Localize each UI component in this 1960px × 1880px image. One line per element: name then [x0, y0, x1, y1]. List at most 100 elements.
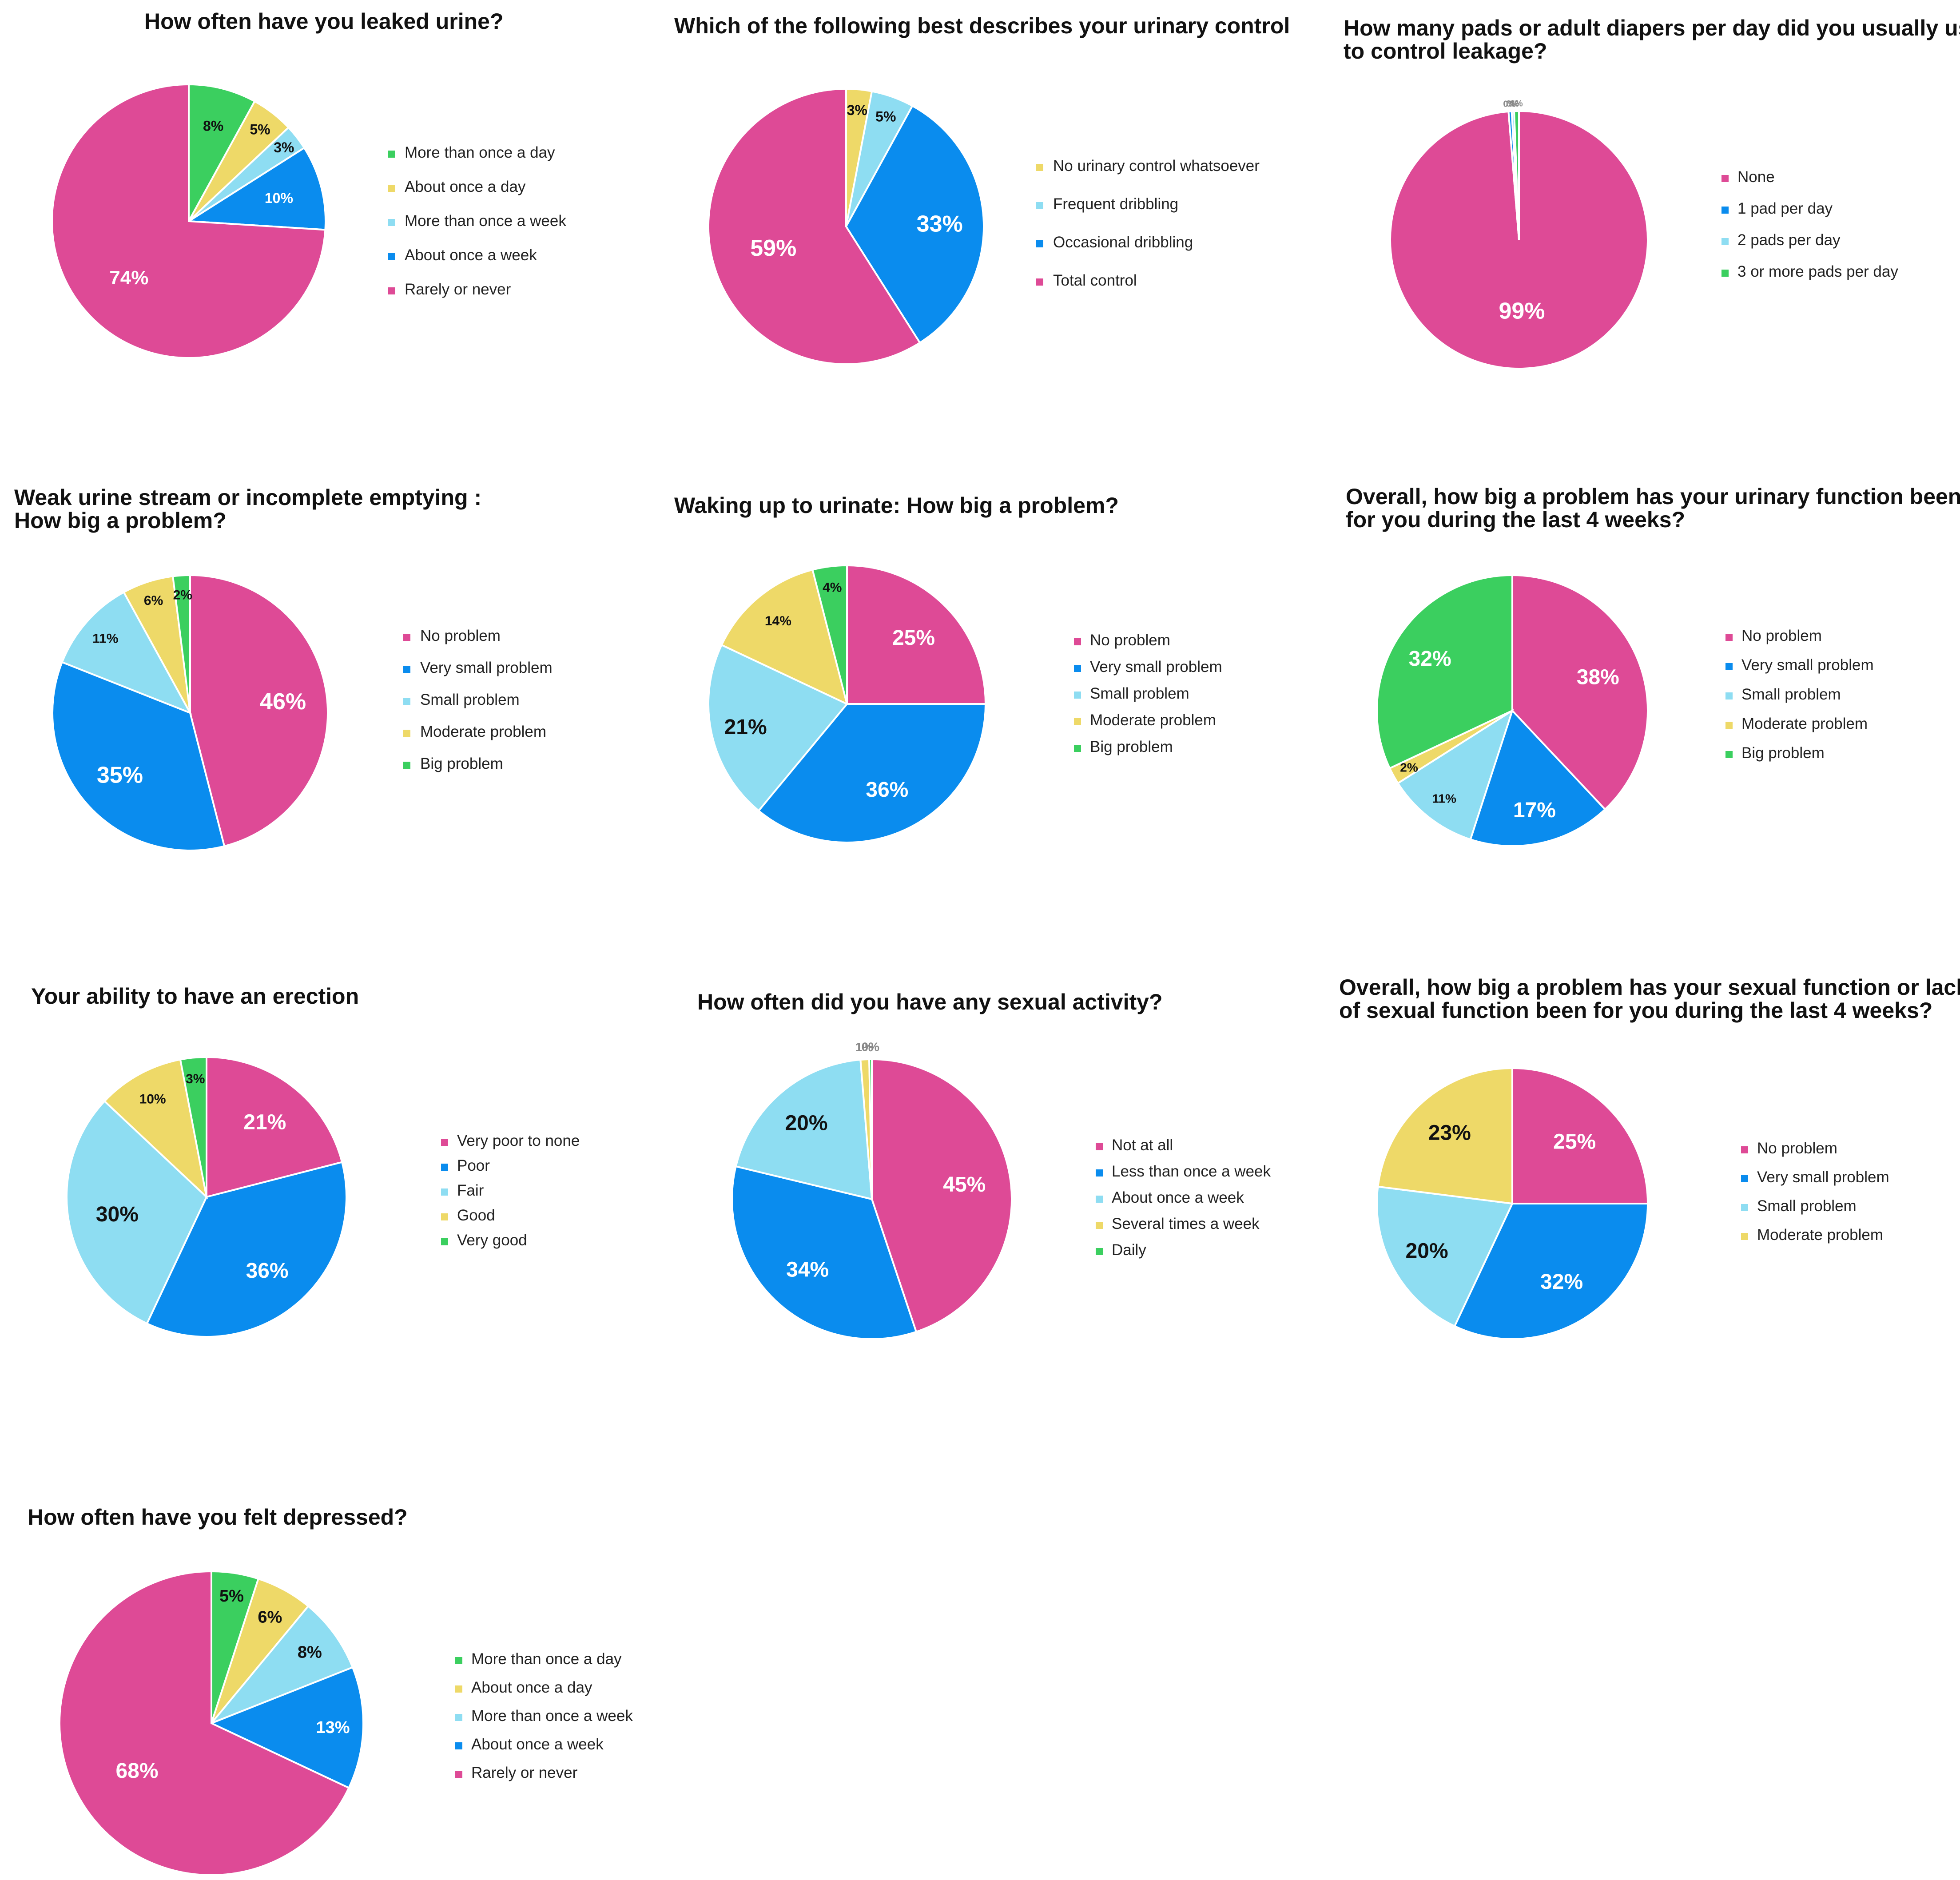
- legend-label: Small problem: [420, 691, 520, 708]
- pie-slice: [1511, 1067, 1649, 1204]
- pie-chart-8: How often did you have any sexual activi…: [697, 990, 1271, 1340]
- pie-slice: [1453, 1203, 1649, 1340]
- legend-label: More than once a week: [405, 212, 566, 230]
- legend-swatch: [1074, 718, 1081, 725]
- chart-title: Which of the following best describes yo…: [674, 13, 1290, 38]
- legend-label: About once a week: [405, 246, 537, 264]
- pie-chart-1: How often have you leaked urine? 8% 5%3% 10…: [51, 9, 566, 359]
- pie-chart-5: Waking up to urinate: How big a problem?…: [674, 493, 1222, 843]
- legend-swatch: [1721, 207, 1729, 214]
- legend-swatch: [1036, 164, 1043, 171]
- pie-slice: [708, 644, 849, 812]
- slice-label: 5%: [219, 1587, 244, 1606]
- legend-swatch: [1074, 692, 1081, 699]
- pie-slice: [189, 574, 329, 847]
- legend-swatch: [388, 219, 395, 226]
- slice-label: 2%: [173, 588, 192, 602]
- legend-label: Very small problem: [1757, 1169, 1889, 1186]
- legend-label: No problem: [420, 627, 501, 644]
- legend-swatch: [455, 1685, 462, 1693]
- legend-swatch: [1725, 663, 1733, 670]
- slice-label: 32%: [1409, 647, 1451, 671]
- legend-label: Very small problem: [1741, 656, 1874, 674]
- legend-swatch: [1725, 634, 1733, 641]
- pie-slice: [1469, 709, 1606, 847]
- pie-slice: [735, 1058, 873, 1200]
- legend-label: Total control: [1053, 272, 1137, 289]
- chart-title: Waking up to urinate: How big a problem?: [674, 493, 1119, 518]
- pie-chart-10: How often have you felt depressed? 5% 6% 8%…: [28, 1505, 633, 1876]
- slice-label: 0%: [1506, 99, 1519, 109]
- legend-swatch: [388, 287, 395, 294]
- legend-swatch: [1725, 722, 1733, 729]
- legend-label: No problem: [1741, 627, 1822, 644]
- legend-swatch: [1096, 1196, 1103, 1203]
- legend-label: About once a week: [1112, 1189, 1244, 1206]
- pie-chart-2: Which of the following best describes yo…: [674, 13, 1290, 365]
- legend-label: Very small problem: [1090, 658, 1222, 676]
- legend-swatch: [441, 1188, 448, 1196]
- pie-slice: [186, 147, 326, 231]
- slice-label: 17%: [1513, 799, 1556, 822]
- pie-slice: [731, 1165, 918, 1340]
- pie-slice: [811, 564, 848, 704]
- legend-label: Less than once a week: [1112, 1163, 1271, 1180]
- legend-swatch: [441, 1213, 448, 1220]
- slice-label: 46%: [260, 689, 306, 715]
- slice-label: 20%: [785, 1112, 827, 1135]
- slice-label: 10%: [265, 190, 293, 206]
- legend-swatch: [441, 1164, 448, 1171]
- legend-label: Not at all: [1112, 1137, 1173, 1154]
- pie-slice: [720, 568, 848, 706]
- slice-label: 36%: [246, 1259, 288, 1283]
- legend-swatch: [1036, 202, 1043, 209]
- legend-swatch: [1096, 1143, 1103, 1150]
- pie-slice: [1377, 1067, 1513, 1205]
- legend-label: About once a day: [405, 178, 526, 195]
- slice-label: 0%: [862, 1040, 880, 1054]
- chart-title: Overall, how big a problem has your urin…: [1346, 484, 1960, 509]
- chart-title: How big a problem?: [14, 508, 227, 533]
- legend-label: 1 pad per day: [1737, 200, 1833, 217]
- legend-swatch: [1036, 278, 1043, 286]
- slice-label: 5%: [875, 108, 896, 124]
- pie-slice: [211, 1605, 354, 1724]
- slice-label: 4%: [823, 580, 842, 595]
- legend-label: Poor: [457, 1157, 490, 1174]
- slice-label: 25%: [892, 626, 935, 650]
- legend-label: Small problem: [1757, 1197, 1857, 1215]
- legend-swatch: [455, 1657, 462, 1664]
- slice-label: 10%: [139, 1092, 166, 1107]
- pie-slice: [66, 1100, 208, 1325]
- legend-label: 2 pads per day: [1737, 231, 1841, 249]
- pie-slice: [1513, 110, 1520, 240]
- legend-label: Moderate problem: [1757, 1226, 1883, 1244]
- legend-swatch: [1725, 751, 1733, 758]
- legend-swatch: [441, 1238, 448, 1245]
- slice-label: 23%: [1428, 1121, 1471, 1145]
- legend-swatch: [388, 253, 395, 260]
- chart-title: How often did you have any sexual activi…: [697, 990, 1163, 1014]
- legend-swatch: [403, 762, 410, 769]
- legend-label: Good: [457, 1207, 495, 1224]
- slice-label: 33%: [917, 211, 963, 237]
- legend-label: Daily: [1112, 1241, 1146, 1259]
- legend-swatch: [441, 1139, 448, 1146]
- legend-swatch: [1741, 1146, 1748, 1153]
- pie-chart-9: Overall, how big a problem has your sexu…: [1339, 975, 1960, 1340]
- chart-title: of sexual function been for you during t…: [1339, 998, 1932, 1023]
- pie-chart-3: How many pads or adult diapers per day d…: [1344, 16, 1960, 370]
- slice-label: 1%: [855, 1040, 874, 1054]
- pie-slice: [1376, 1185, 1514, 1328]
- pie-slice: [871, 1058, 1013, 1333]
- legend-swatch: [1096, 1222, 1103, 1229]
- legend-label: Big problem: [420, 755, 503, 772]
- pie-slice: [211, 1578, 310, 1724]
- legend-swatch: [403, 730, 410, 737]
- pie-slice: [179, 1056, 207, 1197]
- slice-label: 8%: [203, 118, 223, 134]
- slice-label: 6%: [258, 1608, 282, 1627]
- legend-label: Moderate problem: [1741, 715, 1868, 732]
- chart-title: How often have you felt depressed?: [28, 1505, 408, 1530]
